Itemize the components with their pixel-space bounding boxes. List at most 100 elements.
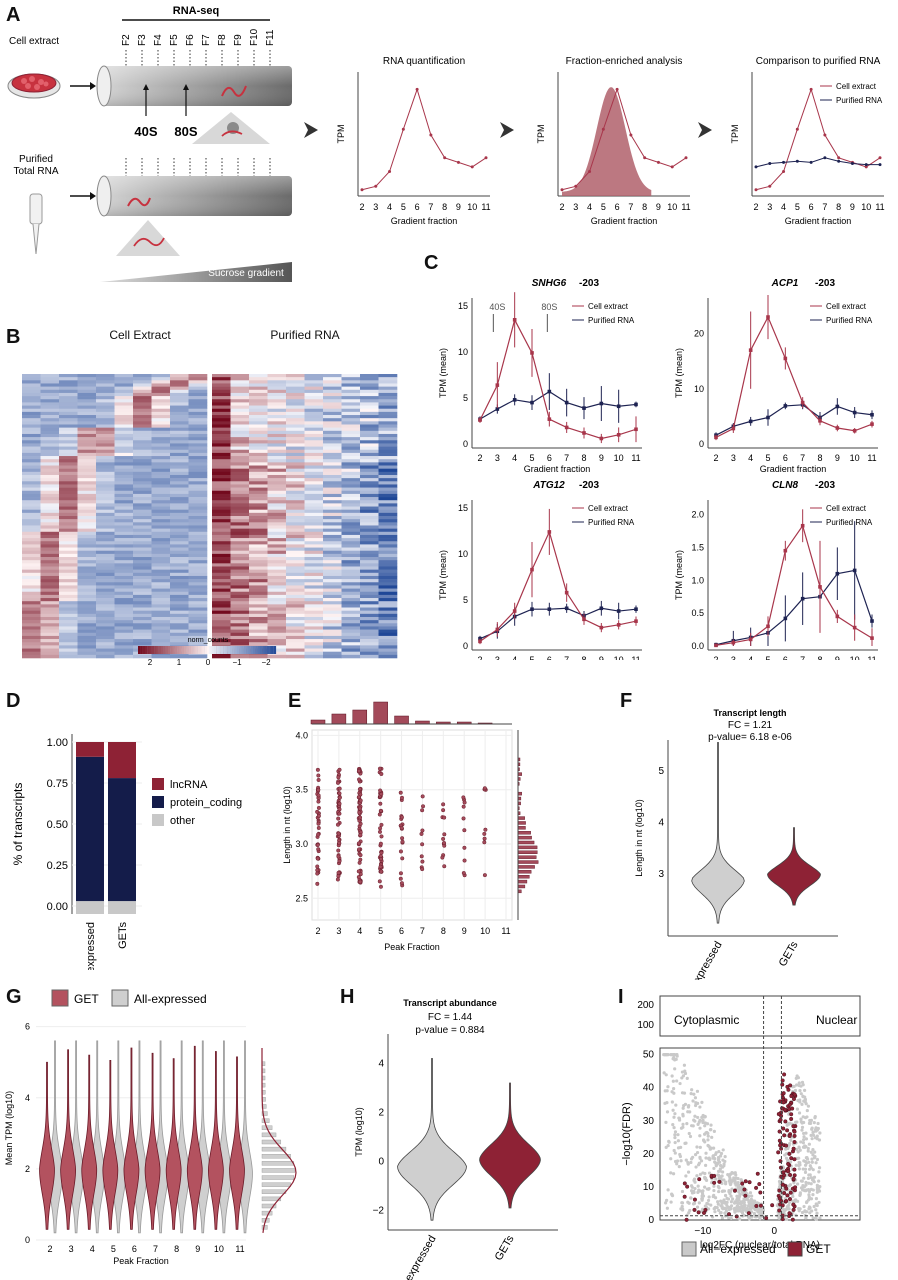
- g-right-hist-bar: [261, 1203, 277, 1209]
- heatmap-cell: [341, 519, 361, 523]
- heatmap-cell: [40, 534, 60, 539]
- mini-cell-point: [878, 156, 882, 160]
- heatmap-cell: [151, 484, 171, 488]
- heatmap-cell: [304, 402, 324, 406]
- heatmap-cell: [341, 582, 361, 586]
- cell-extract-line: [715, 524, 873, 646]
- heatmap-cell: [114, 639, 134, 643]
- i-point-all: [733, 1180, 737, 1184]
- i-point-all: [692, 1092, 696, 1096]
- heatmap-cell: [96, 411, 115, 416]
- heatmap-cell: [249, 544, 268, 548]
- i-point-all: [798, 1098, 802, 1102]
- heatmap-cell: [170, 639, 189, 643]
- heatmap-cell: [230, 427, 250, 432]
- heatmap-cell: [230, 497, 250, 501]
- gene-suffix: -203: [579, 278, 599, 289]
- fraction-label: F8: [217, 34, 228, 46]
- heatmap-cell: [286, 553, 305, 558]
- heatmap-cell: [378, 579, 398, 583]
- i-point-all: [674, 1057, 678, 1061]
- heatmap-cell: [212, 579, 231, 583]
- heatmap-cell: [249, 462, 268, 466]
- heatmap-cell: [77, 534, 97, 539]
- heatmap-legend-swatch: [230, 646, 233, 654]
- heatmap-cell: [267, 626, 287, 630]
- heatmap-cell: [22, 544, 41, 548]
- heatmap-cell: [230, 437, 250, 441]
- heatmap-cell: [360, 456, 379, 460]
- i-point-all: [709, 1146, 713, 1150]
- i-point-all: [681, 1112, 685, 1117]
- heatmap-legend-swatch: [142, 646, 145, 654]
- i-point-all: [748, 1191, 753, 1195]
- heatmap-cell: [286, 427, 305, 432]
- e-point: [378, 808, 383, 813]
- i-point-all: [808, 1164, 812, 1168]
- i-point-all: [804, 1180, 808, 1185]
- heatmap-cell: [323, 383, 342, 387]
- mini-cell-point: [823, 133, 827, 137]
- heatmap-cell: [267, 474, 287, 479]
- i-point-all: [676, 1133, 680, 1137]
- heatmap-cell: [77, 415, 97, 419]
- i-point-all: [721, 1148, 725, 1152]
- heatmap-cell: [188, 607, 208, 611]
- g-right-hist-bar: [261, 1161, 295, 1166]
- heatmap-cell: [230, 512, 250, 517]
- heatmap-cell: [96, 623, 115, 627]
- heatmap-legend-swatch: [250, 646, 254, 654]
- heatmap-cell: [323, 424, 342, 428]
- sucrose-gradient-label: Sucrose gradient: [208, 268, 284, 279]
- heatmap-cell: [96, 418, 115, 422]
- f-violin-gets: [767, 827, 821, 906]
- heatmap-cell: [170, 531, 189, 536]
- heatmap-cell: [77, 654, 97, 659]
- heatmap-cell: [286, 396, 305, 400]
- heatmap-cell: [360, 610, 379, 615]
- heatmap-cell: [59, 579, 78, 583]
- e-point: [420, 867, 425, 872]
- heatmap-cell: [40, 566, 60, 570]
- purified-point: [748, 419, 753, 424]
- annotation-40s: 40S: [489, 302, 505, 312]
- fraction-label: F6: [185, 34, 196, 46]
- i-point-all: [694, 1165, 698, 1169]
- heatmap-cell: [114, 522, 134, 526]
- heatmap-cell: [249, 437, 268, 441]
- heatmap-cell: [96, 490, 115, 495]
- heatmap-cell: [170, 550, 189, 555]
- heatmap-cell: [114, 386, 134, 391]
- heatmap-cell: [40, 503, 60, 507]
- heatmap-cell: [114, 459, 134, 463]
- heatmap-cell: [304, 626, 324, 630]
- i-point-get: [784, 1186, 789, 1191]
- heatmap-cell: [360, 613, 379, 618]
- heatmap-cell: [304, 452, 324, 457]
- heatmap-cell: [212, 374, 231, 378]
- heatmap-cell: [230, 465, 250, 469]
- heatmap-cell: [188, 430, 208, 435]
- heatmap-cell: [114, 534, 134, 539]
- e-point: [337, 795, 342, 800]
- h-y-tick: −2: [373, 1205, 385, 1216]
- heatmap-cell: [323, 610, 342, 615]
- c-x-label: Gradient fraction: [760, 464, 827, 474]
- heatmap-cell: [77, 601, 97, 605]
- heatmap-cell: [341, 648, 361, 652]
- heatmap-cell: [77, 402, 97, 406]
- heatmap-cell: [323, 471, 342, 476]
- i-point-all: [793, 1120, 798, 1124]
- mini-x-tick: 4: [387, 202, 392, 212]
- heatmap-legend-swatch: [223, 646, 226, 654]
- heatmap-cell: [151, 547, 171, 552]
- heatmap-legend-swatch: [200, 646, 203, 654]
- mini-x-tick: 10: [861, 202, 871, 212]
- fraction-label: F4: [153, 34, 164, 46]
- heatmap-cell: [114, 452, 134, 457]
- heatmap-cell: [151, 585, 171, 589]
- heatmap-cell: [249, 506, 268, 510]
- fraction-label: F7: [201, 34, 212, 46]
- i-point-get: [685, 1184, 690, 1189]
- heatmap-cell: [170, 392, 189, 397]
